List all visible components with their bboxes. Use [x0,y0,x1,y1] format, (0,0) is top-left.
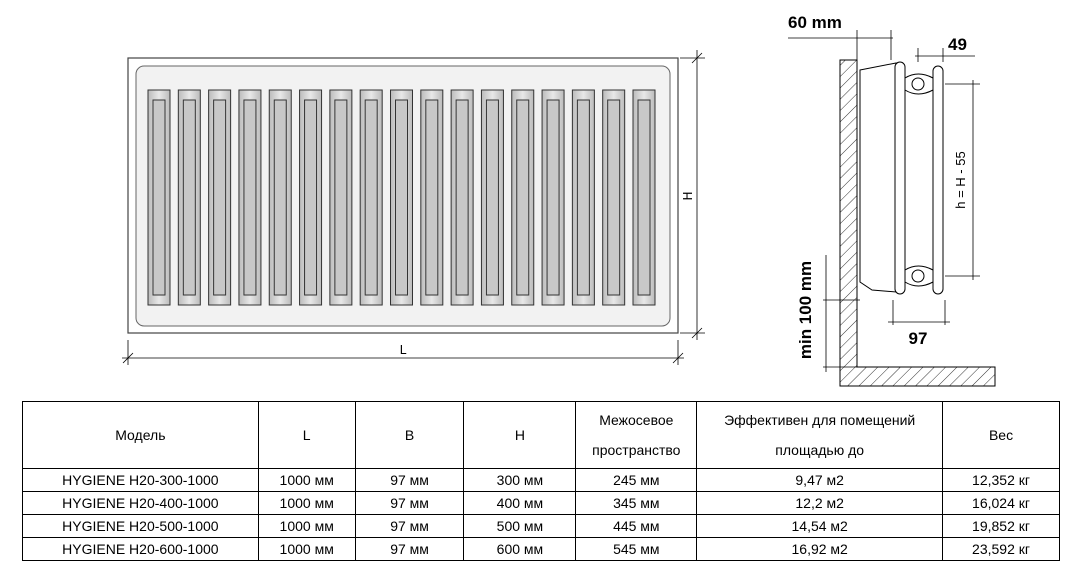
radiator-slot-inner [546,99,560,296]
cell-depth: 97 мм [354,514,465,538]
cell-center-distance: 345 мм [575,491,698,515]
cell-height: 300 мм [463,468,577,492]
cell-depth: 97 мм [354,468,465,492]
cell-weight: 19,852 кг [942,514,1060,538]
radiator-slot-inner [637,99,651,296]
radiator-slot-inner [455,99,469,296]
header-depth: B [354,401,465,469]
cell-length: 1000 мм [257,537,356,561]
cell-model: HYGIENE H20-400-1000 [22,491,259,515]
radiator-slot-inner [304,99,318,296]
cell-center-distance: 545 мм [575,537,698,561]
wall-gap-label: 60 mm [788,13,842,32]
cell-center-distance: 445 мм [575,514,698,538]
height-dimension [680,50,705,340]
header-length: L [257,401,356,469]
cell-room-area: 14,54 м2 [696,514,944,538]
table-row: HYGIENE H20-400-1000 1000 мм 97 мм 400 мм 34… [22,491,1060,515]
cell-model: HYGIENE H20-500-1000 [22,514,259,538]
cell-depth: 97 мм [354,537,465,561]
table-row: HYGIENE H20-600-1000 1000 мм 97 мм 600 мм 54… [22,537,1060,561]
cell-model: HYGIENE H20-300-1000 [22,468,259,492]
radiator-slot-inner [273,99,287,296]
radiator-slot-inner [152,99,166,296]
header-weight: Вес [942,401,1060,469]
radiator-front-view: H L [122,50,705,365]
table-row: HYGIENE H20-300-1000 1000 мм 97 мм 300 мм 24… [22,468,1060,492]
cell-center-distance: 245 мм [575,468,698,492]
height-dimension-label: H [681,191,695,200]
table-row: HYGIENE H20-500-1000 1000 мм 97 мм 500 мм 44… [22,514,1060,538]
cell-height: 600 мм [463,537,577,561]
header-model: Модель [22,401,259,469]
center-distance-label: h = H - 55 [953,151,968,208]
radiator-slot-inner [395,99,408,296]
depth-top-label: 49 [948,35,967,54]
radiator-slot-inner [364,99,378,296]
header-center-distance: Межосевое пространство [575,401,698,469]
cell-room-area: 12,2 м2 [696,491,944,515]
cell-room-area: 16,92 м2 [696,537,944,561]
cell-depth: 97 мм [354,491,465,515]
cell-length: 1000 мм [257,514,356,538]
cell-weight: 16,024 кг [942,491,1060,515]
specs-table: Модель L B H Межосевое пространство Эффе… [22,401,1060,561]
radiator-side-view [788,30,996,387]
cell-height: 500 мм [463,514,577,538]
cell-weight: 12,352 кг [942,468,1060,492]
drawing: H L 60 mm 49 h = H - 55 97 min 100 mm [122,13,996,387]
cell-length: 1000 мм [257,491,356,515]
cell-model: HYGIENE H20-600-1000 [22,537,259,561]
radiator-slot-inner [213,99,227,296]
header-height: H [463,401,577,469]
floor-gap-label: min 100 mm [796,261,815,359]
cell-weight: 23,592 кг [942,537,1060,561]
cell-height: 400 мм [463,491,577,515]
header-room-area: Эффективен для помещений площадью до [696,401,944,469]
radiator-slot-inner [485,99,499,296]
radiator-slot-inner [516,99,530,296]
length-dimension-label: L [400,343,407,357]
radiator-slot-inner [576,99,590,296]
length-dimension [122,340,684,365]
radiator-slot-inner [334,99,348,296]
cell-length: 1000 мм [257,468,356,492]
radiator-slot-inner [425,99,439,296]
table-header-row: Модель L B H Межосевое пространство Эффе… [22,401,1060,469]
cell-room-area: 9,47 м2 [696,468,944,492]
radiator-slot-inner [243,99,257,296]
radiator-slot-inner [607,99,621,296]
radiator-slot-inner [182,99,196,296]
slot-group [147,89,656,306]
depth-label: 97 [909,329,928,348]
